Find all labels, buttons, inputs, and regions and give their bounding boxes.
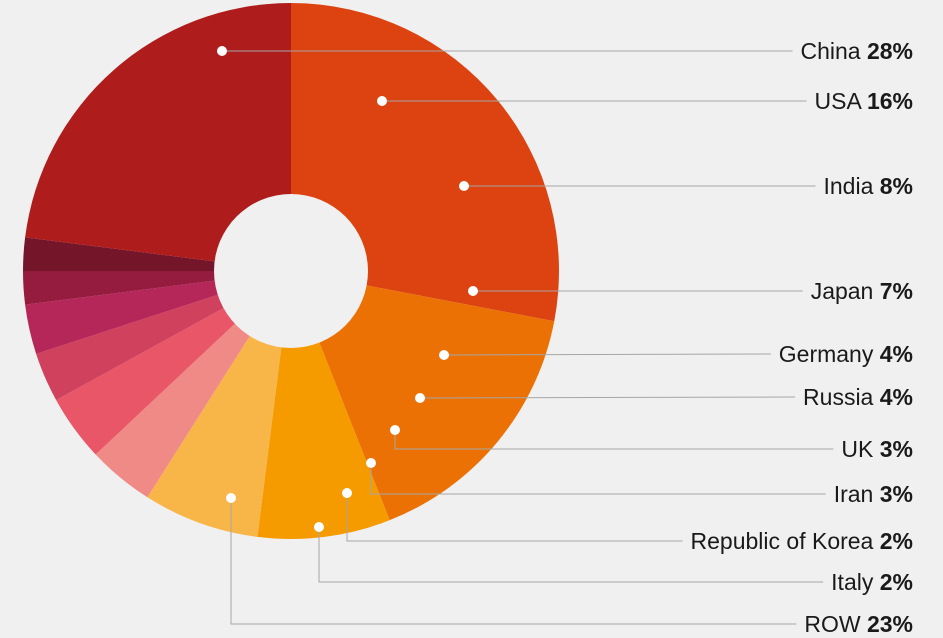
slice-label-uk: UK 3%	[841, 436, 913, 462]
label-name: Italy	[831, 569, 880, 595]
label-name: USA	[815, 88, 867, 114]
label-name: Germany	[779, 341, 880, 367]
label-value: 16%	[867, 88, 913, 114]
label-name: India	[823, 173, 879, 199]
label-value: 4%	[880, 384, 913, 410]
leader-line-italy	[318, 527, 824, 583]
marker-dot-russia	[415, 393, 425, 403]
leader-line-iran	[370, 463, 826, 495]
label-value: 4%	[880, 341, 913, 367]
label-value: 23%	[867, 611, 913, 637]
marker-dot-india	[459, 181, 469, 191]
slice-label-row: ROW 23%	[804, 611, 913, 637]
label-name: UK	[841, 436, 879, 462]
leader-line-uk	[394, 430, 834, 450]
slice-label-usa: USA 16%	[815, 88, 913, 114]
label-name: Iran	[834, 481, 880, 507]
leader-line-republic-of-korea	[346, 493, 683, 542]
label-value: 3%	[880, 481, 913, 507]
label-value: 8%	[880, 173, 913, 199]
marker-dot-china	[217, 46, 227, 56]
slice-label-italy: Italy 2%	[831, 569, 913, 595]
leader-lines	[217, 46, 834, 625]
marker-dot-iran	[366, 458, 376, 468]
label-value: 7%	[880, 278, 913, 304]
marker-dot-row	[226, 493, 236, 503]
marker-dot-germany	[439, 350, 449, 360]
label-name: ROW	[804, 611, 867, 637]
marker-dot-uk	[390, 425, 400, 435]
label-value: 2%	[880, 569, 913, 595]
slice-label-russia: Russia 4%	[803, 384, 913, 410]
slice-label-republic-of-korea: Republic of Korea 2%	[691, 528, 913, 554]
slice-label-china: China 28%	[800, 38, 913, 64]
marker-dot-republic-of-korea	[342, 488, 352, 498]
leader-line-germany	[443, 353, 771, 356]
slice-label-india: India 8%	[823, 173, 913, 199]
label-name: China	[800, 38, 866, 64]
label-name: Russia	[803, 384, 880, 410]
slice-label-japan: Japan 7%	[811, 278, 913, 304]
label-name: Republic of Korea	[691, 528, 880, 554]
slice-label-germany: Germany 4%	[779, 341, 913, 367]
donut-hole	[214, 194, 368, 348]
pie-slice-row	[25, 3, 292, 271]
slice-label-iran: Iran 3%	[834, 481, 913, 507]
leader-line-row	[230, 498, 797, 625]
label-value: 28%	[867, 38, 913, 64]
label-value: 3%	[880, 436, 913, 462]
label-name: Japan	[811, 278, 880, 304]
leader-line-russia	[419, 396, 796, 399]
marker-dot-usa	[377, 96, 387, 106]
slice-labels: China 28%USA 16%India 8%Japan 7%Germany …	[691, 38, 913, 637]
marker-dot-italy	[314, 522, 324, 532]
label-value: 2%	[880, 528, 913, 554]
marker-dot-japan	[468, 286, 478, 296]
